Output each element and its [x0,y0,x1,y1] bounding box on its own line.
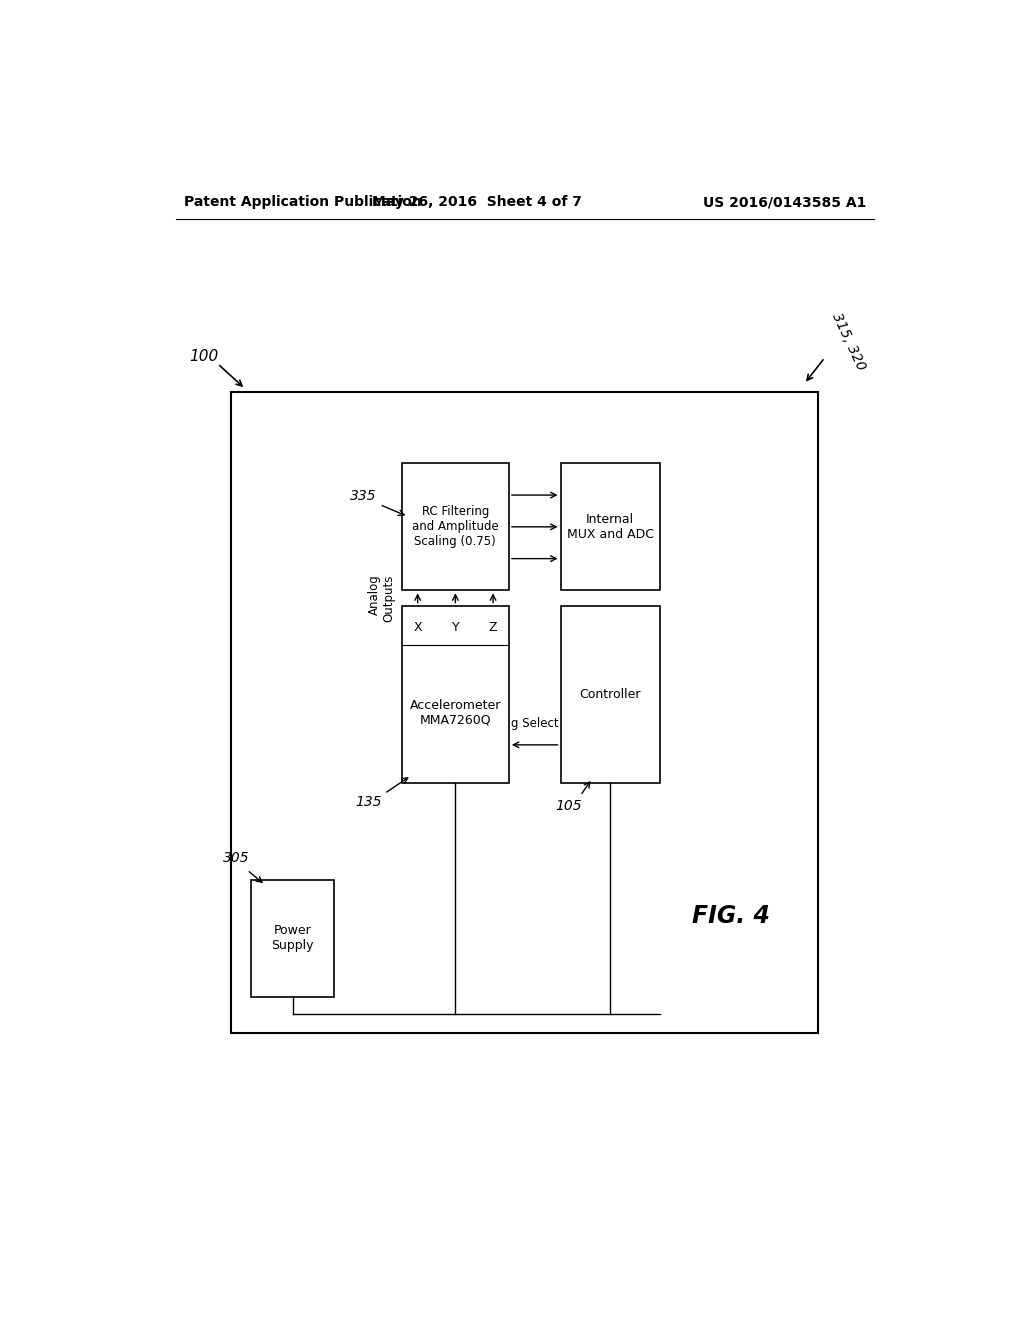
Text: 315, 320: 315, 320 [829,310,868,372]
FancyBboxPatch shape [401,606,509,784]
Text: Analog
Outputs: Analog Outputs [368,574,395,622]
Text: Patent Application Publication: Patent Application Publication [183,195,421,209]
FancyBboxPatch shape [401,463,509,590]
Text: g Select: g Select [511,717,558,730]
Text: Internal
MUX and ADC: Internal MUX and ADC [566,513,653,541]
Text: Controller: Controller [580,688,641,701]
Text: 305: 305 [223,850,250,865]
Text: Y: Y [452,622,459,635]
Text: 335: 335 [350,490,377,503]
Text: Accelerometer
MMA7260Q: Accelerometer MMA7260Q [410,698,501,727]
FancyBboxPatch shape [560,463,659,590]
Text: May 26, 2016  Sheet 4 of 7: May 26, 2016 Sheet 4 of 7 [373,195,582,209]
Text: FIG. 4: FIG. 4 [692,904,770,928]
Text: Z: Z [488,622,498,635]
Text: Power
Supply: Power Supply [271,924,314,953]
Text: X: X [414,622,422,635]
FancyBboxPatch shape [231,392,818,1032]
FancyBboxPatch shape [251,880,334,997]
Text: 105: 105 [555,799,582,813]
Text: US 2016/0143585 A1: US 2016/0143585 A1 [702,195,866,209]
Text: RC Filtering
and Amplitude
Scaling (0.75): RC Filtering and Amplitude Scaling (0.75… [412,506,499,548]
FancyBboxPatch shape [560,606,659,784]
Text: 135: 135 [355,795,382,809]
Text: 100: 100 [188,348,218,364]
